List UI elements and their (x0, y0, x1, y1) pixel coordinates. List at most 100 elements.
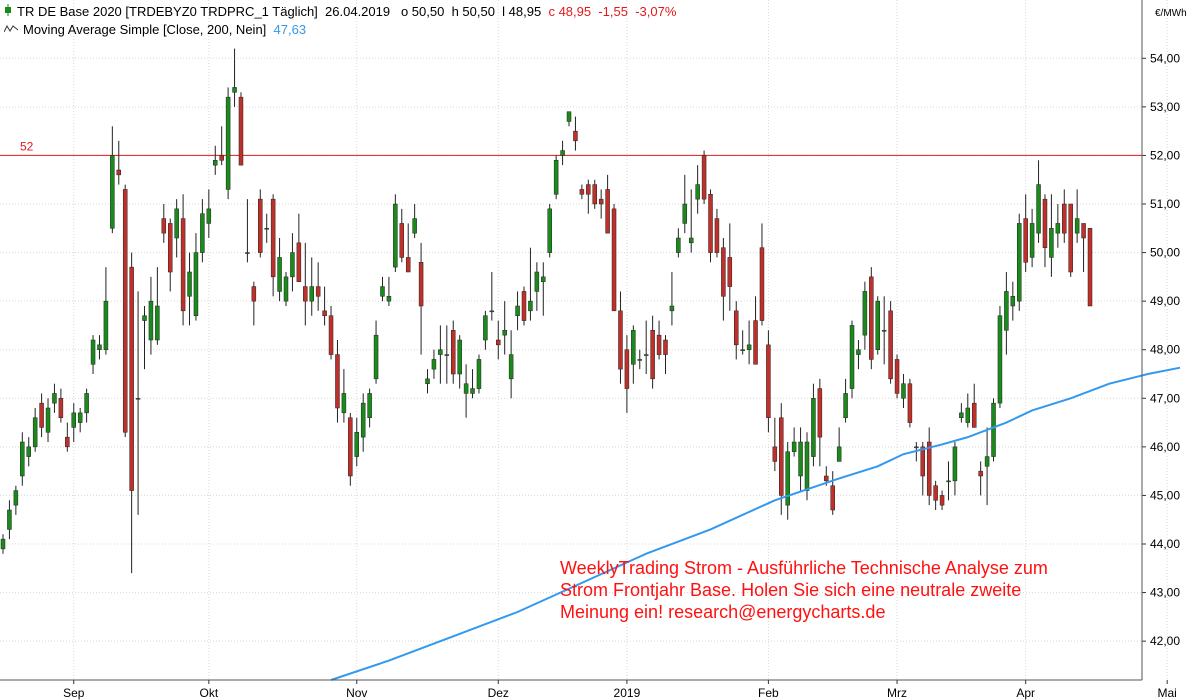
candle-body (753, 320, 758, 365)
candle-body (508, 354, 514, 380)
candle-body (766, 344, 771, 418)
candle-body (399, 223, 405, 258)
candle-body (1087, 228, 1093, 307)
candle (360, 393, 366, 452)
candle-body (174, 208, 179, 239)
candle-body (65, 436, 70, 448)
x-axis: Sep Okt Nov Dez 2019 Feb Mrz Apr Mai (0, 679, 1177, 700)
candle-body (631, 330, 636, 365)
candle-body (0, 538, 6, 550)
x-tick-label: Mrz (887, 686, 907, 700)
y-tick-label: 45,00 (1150, 488, 1180, 502)
candle-body (534, 271, 540, 292)
candle-body (811, 398, 816, 457)
candle (393, 194, 398, 272)
candle (856, 340, 861, 370)
candle (791, 427, 797, 457)
candle (174, 199, 179, 258)
candle (1062, 189, 1067, 243)
candle-body (952, 446, 958, 482)
candle-body (77, 412, 83, 423)
candle-body (187, 271, 192, 297)
candle-body (483, 315, 488, 341)
candle-body (200, 213, 205, 253)
candle-body (772, 446, 778, 462)
candle (496, 320, 501, 360)
candle-body (450, 330, 456, 375)
candle (753, 296, 758, 365)
candle (984, 427, 990, 506)
candle (315, 262, 321, 311)
candle-body (373, 334, 379, 380)
candle-body (1049, 228, 1054, 258)
candle-body (71, 412, 76, 428)
candle (624, 335, 630, 413)
candle (656, 320, 662, 360)
y-tick-label: 49,00 (1150, 294, 1180, 308)
candle (71, 403, 76, 442)
candle-body (939, 495, 945, 506)
candle (772, 417, 778, 472)
candle (110, 126, 115, 234)
candle (701, 150, 707, 204)
moving-average-line (330, 366, 1181, 681)
candle (1029, 208, 1035, 268)
candle-body (258, 198, 263, 253)
candle (907, 378, 913, 428)
candle-body (110, 155, 115, 229)
x-tick-label: Nov (346, 686, 367, 700)
candle (637, 349, 643, 370)
candle (380, 276, 385, 302)
candle (959, 403, 964, 423)
candle-body (688, 237, 694, 244)
candle (450, 320, 456, 384)
candle-body (566, 111, 572, 122)
candles (0, 48, 1093, 574)
candle-body (746, 344, 752, 350)
candle (264, 213, 269, 243)
candle-body (959, 412, 964, 418)
candle (45, 398, 51, 442)
candle-body (740, 349, 745, 351)
candle (733, 301, 739, 360)
candle (77, 408, 83, 433)
candle-body (933, 485, 938, 501)
candle-body (496, 339, 501, 346)
candle-body (605, 189, 610, 234)
candle-body (393, 203, 398, 268)
candle-body (1062, 203, 1067, 234)
candle (180, 194, 186, 326)
candle (412, 204, 417, 238)
candle (965, 393, 971, 428)
candle-body (502, 330, 507, 336)
candle-body (714, 218, 720, 253)
candle-body (881, 330, 887, 332)
candle-body (219, 155, 224, 161)
legend-low: l 48,95 (502, 4, 542, 19)
candle (1017, 213, 1022, 311)
annotation-text: WeeklyTrading Strom - Ausführliche Techn… (560, 558, 1048, 622)
candle (90, 335, 96, 374)
candle-body (1023, 218, 1028, 263)
candle-body (457, 339, 462, 375)
candle-body (1036, 184, 1041, 234)
candle (669, 272, 675, 326)
y-tick-label: 42,00 (1150, 634, 1180, 648)
legend-ma-label: Moving Average Simple [Close, 200, Nein] (23, 22, 267, 37)
candle-body (167, 223, 173, 273)
x-tick-label: Apr (1016, 686, 1035, 700)
candle-body (418, 262, 424, 307)
candle (682, 174, 688, 234)
candle-body (348, 417, 353, 477)
candle (586, 179, 591, 214)
candle (933, 480, 938, 510)
candle-body (656, 334, 662, 355)
candle-body (470, 388, 475, 394)
candle (997, 306, 1003, 408)
candle-body (849, 325, 855, 389)
candle-body (367, 393, 372, 418)
candle (515, 291, 520, 331)
candle (560, 140, 565, 166)
candle (283, 272, 289, 306)
candle (605, 174, 610, 234)
